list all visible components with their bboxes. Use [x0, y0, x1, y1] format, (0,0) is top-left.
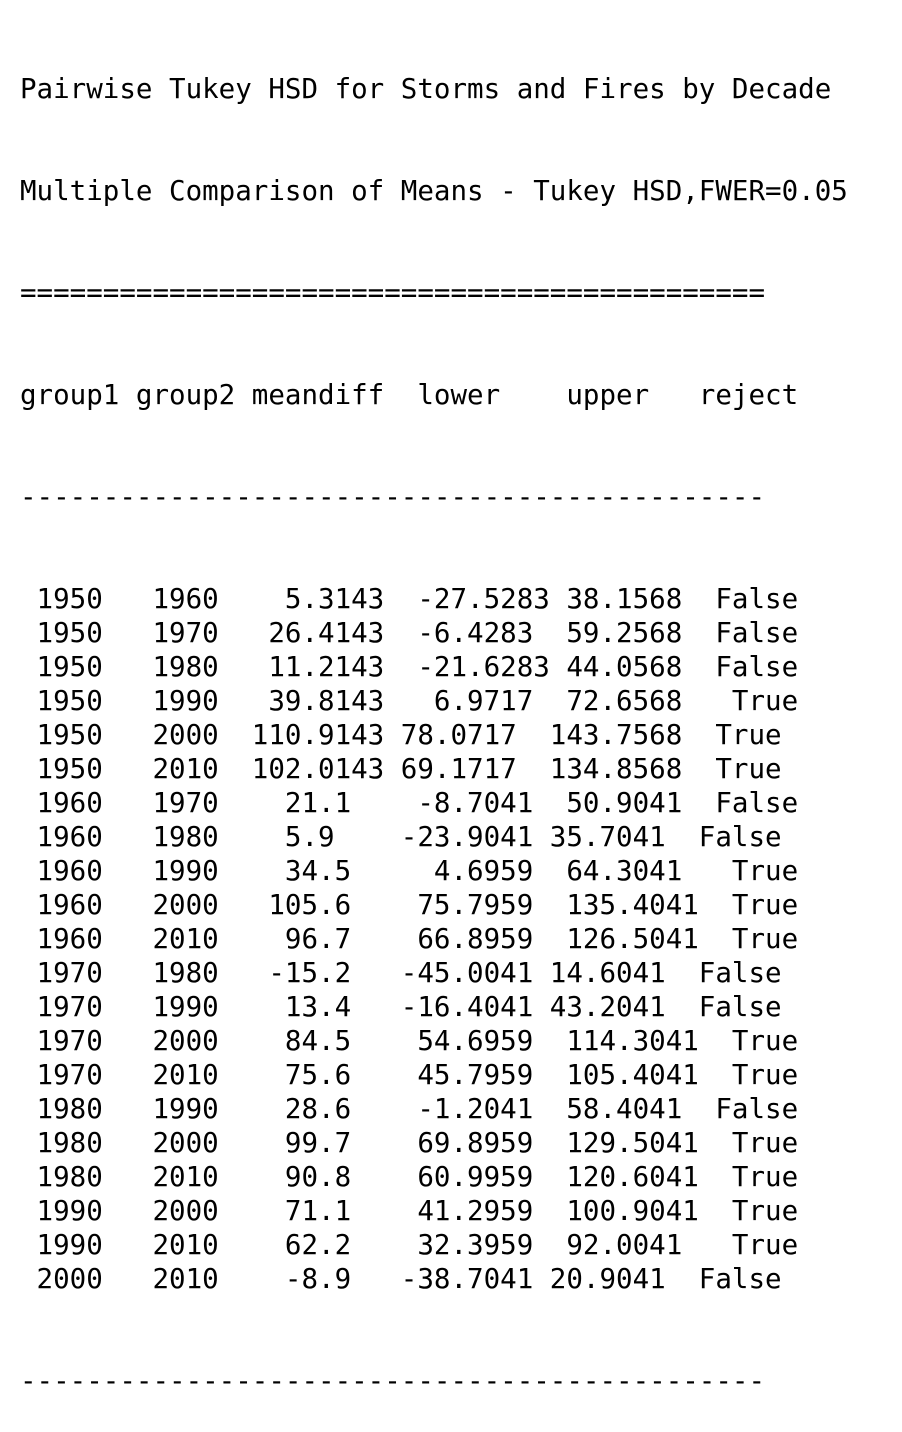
table-row: 1950 1960 5.3143 -27.5283 38.1568 False — [20, 583, 799, 615]
single-rule-bottom: ----------------------------------------… — [20, 1365, 766, 1397]
table-row: 1960 2010 96.7 66.8959 126.5041 True — [20, 923, 799, 955]
page-title: Pairwise Tukey HSD for Storms and Fires … — [20, 73, 832, 105]
single-rule-top: ----------------------------------------… — [20, 481, 766, 513]
page-subtitle: Multiple Comparison of Means - Tukey HSD… — [20, 175, 848, 207]
table-row: 1960 1970 21.1 -8.7041 50.9041 False — [20, 787, 799, 819]
table-row: 1980 2010 90.8 60.9959 120.6041 True — [20, 1161, 799, 1193]
table-row: 1960 2000 105.6 75.7959 135.4041 True — [20, 889, 799, 921]
table-row: 1990 2010 62.2 32.3959 92.0041 True — [20, 1229, 799, 1261]
table-row: 1990 2000 71.1 41.2959 100.9041 True — [20, 1195, 799, 1227]
table-row: 1960 1980 5.9 -23.9041 35.7041 False — [20, 821, 782, 853]
table-body: 1950 1960 5.3143 -27.5283 38.1568 False … — [20, 582, 848, 1296]
table-row: 1950 2000 110.9143 78.0717 143.7568 True — [20, 719, 782, 751]
table-row: 1970 1980 -15.2 -45.0041 14.6041 False — [20, 957, 782, 989]
table-row: 1950 1980 11.2143 -21.6283 44.0568 False — [20, 651, 799, 683]
table-row: 1950 2010 102.0143 69.1717 134.8568 True — [20, 753, 782, 785]
table-row: 1970 2010 75.6 45.7959 105.4041 True — [20, 1059, 799, 1091]
table-header: group1 group2 meandiff lower upper rejec… — [20, 379, 799, 411]
table-row: 2000 2010 -8.9 -38.7041 20.9041 False — [20, 1263, 782, 1295]
table-row: 1950 1970 26.4143 -6.4283 59.2568 False — [20, 617, 799, 649]
table-row: 1980 2000 99.7 69.8959 129.5041 True — [20, 1127, 799, 1159]
table-row: 1960 1990 34.5 4.6959 64.3041 True — [20, 855, 799, 887]
double-rule: ========================================… — [20, 277, 766, 309]
table-row: 1970 1990 13.4 -16.4041 43.2041 False — [20, 991, 782, 1023]
table-row: 1950 1990 39.8143 6.9717 72.6568 True — [20, 685, 799, 717]
table-row: 1970 2000 84.5 54.6959 114.3041 True — [20, 1025, 799, 1057]
table-row: 1980 1990 28.6 -1.2041 58.4041 False — [20, 1093, 799, 1125]
tukey-output: Pairwise Tukey HSD for Storms and Fires … — [20, 4, 848, 1432]
